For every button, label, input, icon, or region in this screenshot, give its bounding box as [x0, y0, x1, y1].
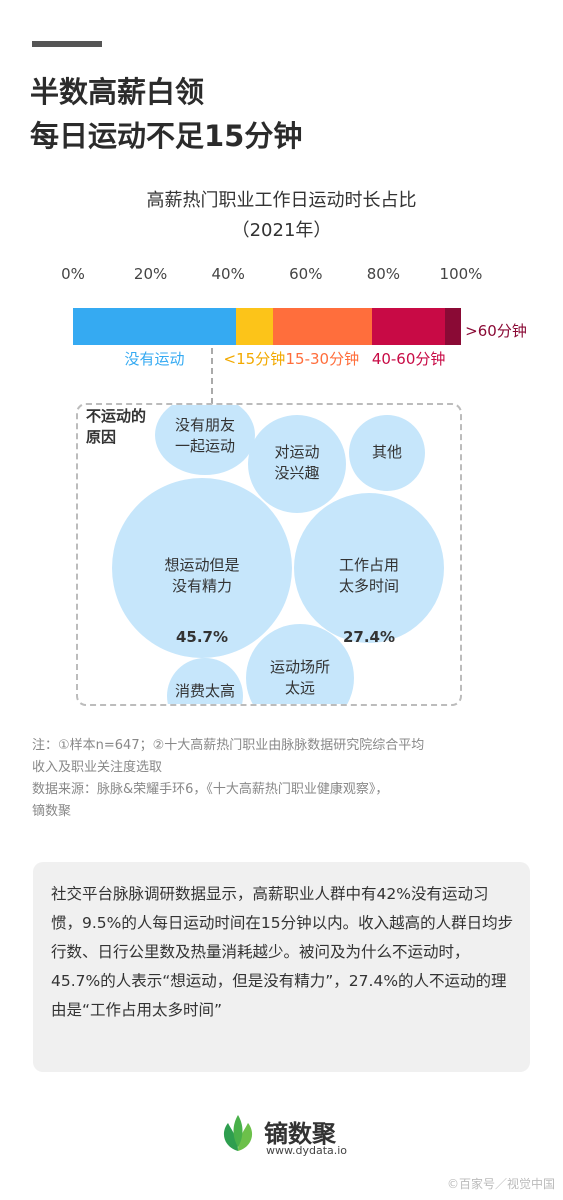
- axis-tick-label: 80%: [366, 265, 401, 283]
- bubble-no-friends: [155, 405, 255, 475]
- bubble-label-venue-far: 运动场所 太远: [269, 658, 331, 697]
- bubble-label-work-time: 工作占用 太多时间 27.4%: [339, 534, 399, 669]
- bar-segment: [272, 308, 372, 345]
- axis-tick-label: 100%: [439, 265, 483, 283]
- chart-subtitle: （2021年）: [231, 220, 332, 241]
- dashed-connector: [211, 348, 213, 404]
- chart-title: 高薪热门职业工作日运动时长占比: [146, 190, 417, 211]
- headline-line1: 半数高薪白领: [30, 75, 205, 109]
- bubble-no-interest: [248, 415, 346, 513]
- bubble-pct-no-energy: 45.7%: [175, 628, 229, 646]
- bubble-label-other: 其他: [371, 443, 403, 461]
- segment-label: 40-60分钟: [371, 350, 446, 368]
- bubble-other: [349, 415, 425, 491]
- bar-segment: [445, 308, 461, 345]
- note-line-4: 镝数聚: [32, 804, 72, 819]
- brand-name: 镝数聚: [264, 1120, 336, 1148]
- bubble-text-no-energy: 想运动但是 没有精力: [164, 556, 240, 595]
- axis-ticks: 0% 20% 40% 60% 80% 100%: [0, 265, 563, 285]
- bubble-venue-far: [246, 624, 354, 704]
- brand-url: www.dydata.io: [266, 1144, 348, 1157]
- note-line-1: 注：①样本n=647；②十大高薪热门职业由脉脉数据研究院综合平均: [32, 738, 425, 753]
- axis-tick-label: 0%: [61, 265, 85, 283]
- axis-tick-label: 60%: [289, 265, 323, 283]
- reasons-panel: 不运动的原因 没有朋友 一起运动 对运动 没兴趣 其他 想运动但是 没有精力 4…: [76, 403, 462, 706]
- bar-segment: [73, 308, 236, 345]
- segment-label: >60分钟: [465, 322, 527, 340]
- segment-label: 没有运动: [124, 350, 185, 368]
- bubble-label-no-friends: 没有朋友 一起运动: [174, 416, 236, 455]
- watermark: ©百家号／视觉中国: [446, 1177, 555, 1191]
- bubble-label-high-cost: 消费太高: [174, 682, 236, 700]
- stacked-bar: [73, 308, 461, 345]
- bar-segment: [235, 308, 273, 345]
- bubble-label-no-interest: 对运动 没兴趣: [274, 443, 320, 482]
- segment-label: <15分钟: [223, 350, 286, 368]
- leaf-logo-icon: [223, 1115, 253, 1151]
- reasons-title: 不运动的原因: [86, 407, 147, 446]
- summary-text: 社交平台脉脉调研数据显示，高薪职业人群中有42%没有运动习惯，9.5%的人每日运…: [51, 885, 514, 1019]
- bubble-pct-work-time: 27.4%: [342, 628, 396, 646]
- bar-segment: [371, 308, 446, 345]
- bubble-label-no-energy: 想运动但是 没有精力 45.7%: [164, 534, 239, 669]
- bubble-text-work-time: 工作占用 太多时间: [338, 556, 400, 595]
- headline: 半数高薪白领 每日运动不足15分钟: [30, 70, 302, 158]
- note-line-3: 数据来源：脉脉&荣耀手环6，《十大高薪热门职业健康观察》，: [32, 782, 389, 797]
- axis-tick-label: 40%: [211, 265, 245, 283]
- note-line-2: 收入及职业关注度选取: [32, 760, 163, 775]
- bubble-no-energy: [112, 478, 292, 658]
- headline-line2: 每日运动不足15分钟: [30, 119, 303, 153]
- top-accent-bar: [32, 41, 102, 47]
- segment-label: 15-30分钟: [285, 350, 360, 368]
- bubble-work-time: [294, 493, 444, 643]
- summary-box: 社交平台脉脉调研数据显示，高薪职业人群中有42%没有运动习惯，9.5%的人每日运…: [33, 862, 530, 1072]
- axis-tick-label: 20%: [133, 265, 168, 283]
